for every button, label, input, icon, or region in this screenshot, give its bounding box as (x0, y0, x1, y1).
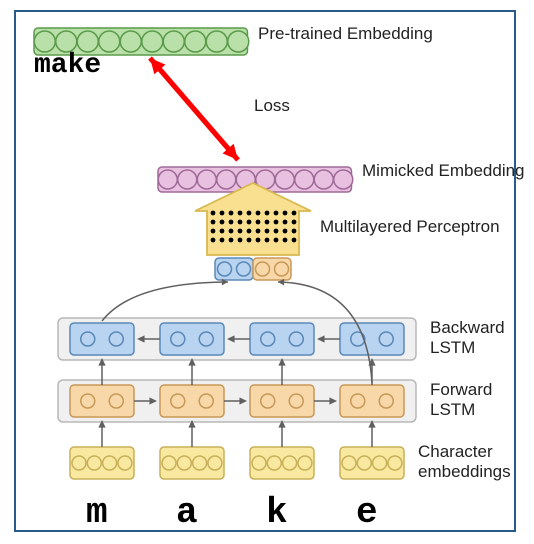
label-pretrained: Pre-trained Embedding (258, 24, 433, 44)
label-forward: Forward LSTM (430, 380, 492, 420)
char-1: a (176, 492, 198, 533)
label-charemb: Character embeddings (418, 442, 511, 482)
diagram-frame: Pre-trained Embedding make Loss Mimicked… (0, 0, 534, 544)
label-loss: Loss (254, 96, 290, 116)
char-0: m (86, 492, 108, 533)
label-mlp: Multilayered Perceptron (320, 217, 500, 237)
label-backward: Backward LSTM (430, 318, 505, 358)
label-mimicked: Mimicked Embedding (362, 161, 525, 181)
char-2: k (266, 492, 288, 533)
label-word: make (34, 50, 101, 81)
char-3: e (356, 492, 378, 533)
